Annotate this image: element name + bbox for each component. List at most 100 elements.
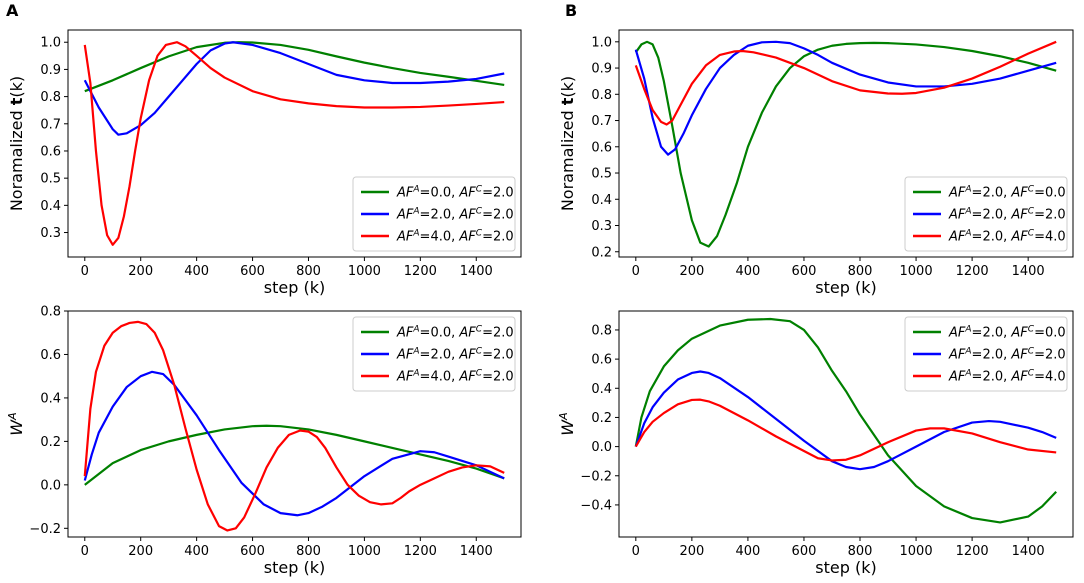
- x-tick-label: 0: [632, 264, 640, 279]
- y-axis-label: WA: [6, 412, 27, 435]
- series-line-3: [83, 320, 505, 532]
- y-tick-label: 1.0: [591, 35, 612, 50]
- y-axis-label: WA: [557, 412, 578, 435]
- x-tick-label: 0: [81, 544, 89, 559]
- y-tick-label: 0.7: [591, 114, 612, 129]
- x-tick-label: 800: [848, 264, 873, 279]
- x-tick-label: 800: [848, 544, 873, 559]
- x-tick-label: 600: [240, 544, 265, 559]
- legend-label: AFA=0.0, AFC=2.0: [396, 185, 514, 201]
- y-tick-label: 0.2: [591, 411, 612, 426]
- plot-frame: [67, 29, 522, 258]
- x-tick-label: 1400: [460, 544, 493, 559]
- legend-label: AFA=2.0, AFC=2.0: [948, 347, 1066, 363]
- y-tick-label: 0.9: [40, 63, 61, 78]
- y-tick-label: 0.5: [40, 172, 61, 187]
- x-tick-label: 800: [296, 264, 321, 279]
- series-line-3: [634, 398, 1057, 462]
- x-tick-label: 200: [679, 544, 704, 559]
- y-tick-label: 0.8: [40, 305, 61, 320]
- y-tick-label: 0.4: [40, 391, 61, 406]
- y-tick-label: −0.4: [580, 498, 612, 513]
- legend-frame: [352, 176, 516, 252]
- x-axis-label: step (k): [264, 558, 325, 577]
- x-tick-label: 0: [632, 544, 640, 559]
- legend-label: AFA=0.0, AFC=2.0: [396, 325, 514, 341]
- y-tick-label: 0.5: [591, 167, 612, 182]
- chart-b-bottom: 0 200 400 600 800 1000 1200 1400 −0.4 −0.2 0.0 0.2 0…: [557, 310, 1074, 577]
- y-tick-label: 0.0: [40, 478, 61, 493]
- series-line-2: [83, 41, 505, 136]
- y-tick-label: 0.2: [40, 435, 61, 450]
- legend-label: AFA=2.0, AFC=2.0: [948, 207, 1066, 223]
- y-tick-label: 0.9: [591, 62, 612, 77]
- y-axis-label: Noramalized t(k): [7, 76, 26, 211]
- legend-label: AFA=2.0, AFC=4.0: [948, 229, 1066, 245]
- y-tick-label: 0.8: [40, 90, 61, 105]
- y-tick-label: 0.3: [591, 219, 612, 234]
- y-tick-label: 0.6: [591, 353, 612, 368]
- y-tick-label: 0.2: [591, 245, 612, 260]
- chart-a-bottom: 0 200 400 600 800 1000 1200 1400 −0.2 0.0 0.2 0.4 0.…: [6, 305, 522, 577]
- x-tick-label: 600: [792, 264, 817, 279]
- y-tick-label: 0.4: [591, 193, 612, 208]
- x-tick-label: 200: [679, 264, 704, 279]
- legend-label: AFA=4.0, AFC=2.0: [396, 369, 514, 385]
- x-tick-label: 1400: [1012, 544, 1045, 559]
- series-line-2: [83, 370, 505, 517]
- x-tick-label: 1000: [348, 264, 381, 279]
- series-line-1: [84, 424, 505, 486]
- y-tick-label: −0.2: [580, 469, 612, 484]
- plot-frame: [618, 29, 1074, 258]
- y-tick-label: 0.4: [591, 382, 612, 397]
- legend: AFA=0.0, AFC=2.0 AFA=2.0, AFC=2.0 AFA=4.0,…: [352, 316, 516, 392]
- legend-label: AFA=4.0, AFC=2.0: [396, 229, 514, 245]
- x-tick-label: 1200: [956, 264, 989, 279]
- y-tick-label: 0.0: [591, 440, 612, 455]
- x-tick-label: 1000: [900, 264, 933, 279]
- y-tick-label: 0.8: [591, 323, 612, 338]
- series-line-1: [634, 40, 1057, 248]
- series-line-3: [634, 40, 1057, 126]
- y-tick-label: 0.3: [40, 226, 61, 241]
- x-tick-label: 600: [240, 264, 265, 279]
- x-tick-label: 1000: [348, 544, 381, 559]
- series-line-1: [634, 317, 1057, 524]
- legend-frame: [352, 316, 516, 392]
- y-tick-label: 0.6: [40, 144, 61, 159]
- legend-frame: [904, 176, 1068, 252]
- legend-frame: [904, 316, 1068, 392]
- x-tick-label: 0: [81, 264, 89, 279]
- y-tick-label: 0.7: [40, 117, 61, 132]
- legend: AFA=0.0, AFC=2.0 AFA=2.0, AFC=2.0 AFA=4.0,…: [352, 176, 516, 252]
- y-tick-label: 0.8: [591, 88, 612, 103]
- series-line-3: [83, 41, 505, 246]
- x-axis-label: step (k): [815, 278, 876, 297]
- chart-a-top: 0 200 400 600 800 1000 1200 1400 0.3 0.4 0.5 0.6 0.7…: [7, 29, 522, 297]
- legend: AFA=2.0, AFC=0.0 AFA=2.0, AFC=2.0 AFA=2.0,…: [904, 176, 1068, 252]
- chart-b-top: 0 200 400 600 800 1000 1200 1400 0.2 0.3 0.4 0.5 0.6…: [558, 29, 1074, 297]
- legend-label: AFA=2.0, AFC=2.0: [396, 347, 514, 363]
- y-tick-label: 0.6: [40, 348, 61, 363]
- plot-frame: [618, 310, 1074, 538]
- legend-label: AFA=2.0, AFC=0.0: [948, 185, 1066, 201]
- x-tick-label: 600: [792, 544, 817, 559]
- y-axis-label: Noramalized t(k): [558, 76, 577, 211]
- x-tick-label: 1000: [900, 544, 933, 559]
- x-tick-label: 200: [128, 264, 153, 279]
- x-tick-label: 1400: [1012, 264, 1045, 279]
- x-tick-label: 1200: [404, 544, 437, 559]
- panel-letter-a: A: [6, 1, 19, 20]
- charts: 0 200 400 600 800 1000 1200 1400 0.3 0.4 0.5 0.6 0.7…: [6, 29, 1074, 577]
- x-tick-label: 400: [735, 264, 760, 279]
- legend: AFA=2.0, AFC=0.0 AFA=2.0, AFC=2.0 AFA=2.0,…: [904, 316, 1068, 392]
- x-tick-label: 1200: [956, 544, 989, 559]
- plot-frame: [67, 310, 522, 538]
- y-tick-label: 0.4: [40, 199, 61, 214]
- x-tick-label: 1400: [460, 264, 493, 279]
- x-axis-label: step (k): [815, 558, 876, 577]
- panel-letter-b: B: [565, 1, 577, 20]
- y-tick-label: 0.6: [591, 140, 612, 155]
- x-tick-label: 400: [735, 544, 760, 559]
